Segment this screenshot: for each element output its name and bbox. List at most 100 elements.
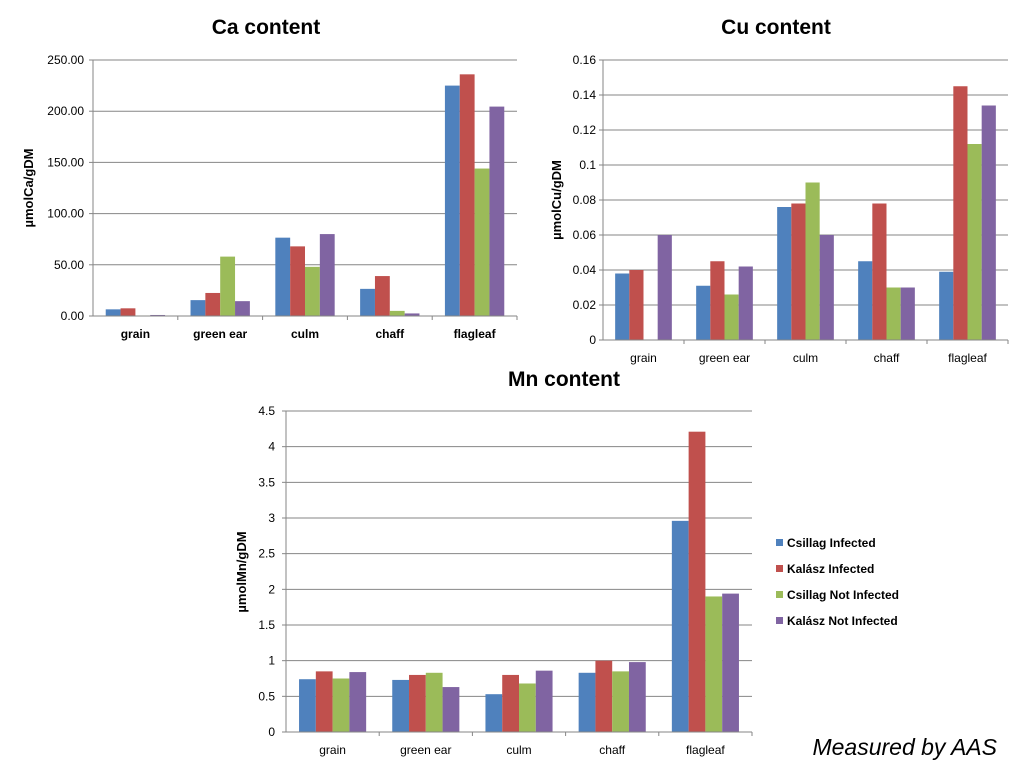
bar	[444, 85, 460, 316]
mn-content-chart: Mn content µmolMn/gDM 0 0.5 1 1.5 2 2.5 3 3.5 4 4…	[234, 368, 753, 757]
x-tick-label: culm	[291, 327, 319, 341]
bar	[120, 308, 136, 316]
bar	[615, 273, 630, 340]
y-tick-label: 3.5	[258, 475, 275, 489]
bar	[791, 203, 806, 340]
bar	[705, 596, 723, 732]
chart-title: Ca content	[212, 16, 321, 39]
y-tick-label: 150.00	[47, 155, 84, 169]
bar	[657, 235, 672, 340]
bar	[404, 313, 420, 316]
y-tick-label: 50.00	[54, 258, 84, 272]
y-tick-label: 250.00	[47, 53, 84, 67]
bar	[389, 310, 405, 316]
bar	[939, 271, 954, 340]
bar	[190, 300, 206, 316]
bar	[535, 670, 553, 732]
y-tick-label: 100.00	[47, 207, 84, 221]
bar	[612, 671, 629, 732]
bar	[502, 674, 519, 732]
legend-item: Kalász Infected	[776, 562, 874, 576]
y-tick-label: 0.02	[573, 298, 597, 312]
bar	[595, 660, 613, 732]
y-tick-label: 0.08	[573, 193, 597, 207]
bar	[981, 105, 996, 340]
x-tick-label: culm	[793, 351, 818, 365]
bar	[671, 520, 689, 732]
plot-area: 0 0.02 0.04 0.06 0.08 0.1 0.12 0.14 0.16 grain gre…	[573, 53, 1009, 365]
bar	[724, 294, 739, 340]
bar	[738, 266, 753, 340]
x-tick-label: flagleaf	[454, 327, 497, 341]
bar	[235, 301, 250, 316]
y-tick-label: 0.14	[573, 88, 597, 102]
bar	[305, 266, 320, 316]
bar	[489, 106, 505, 316]
bar	[519, 683, 536, 732]
y-axis-label: µmolCa/gDM	[21, 149, 36, 228]
y-axis-label: µmolCu/gDM	[549, 160, 564, 240]
bar	[442, 687, 460, 732]
y-tick-label: 2	[268, 582, 275, 596]
bar	[967, 144, 982, 340]
bar	[485, 694, 503, 732]
y-tick-label: 1.5	[258, 618, 275, 632]
bar	[777, 207, 792, 340]
bar	[425, 672, 443, 732]
bar	[710, 261, 725, 340]
bar	[392, 679, 410, 732]
y-tick-label: 1	[268, 654, 275, 668]
bar	[858, 261, 873, 340]
bar	[474, 168, 490, 316]
bar	[409, 674, 426, 732]
bar	[319, 234, 335, 316]
bar	[205, 292, 221, 316]
bar	[629, 270, 644, 340]
legend-item: Csillag Infected	[776, 536, 876, 550]
bar	[886, 287, 901, 340]
x-tick-label: grain	[319, 743, 346, 757]
x-tick-label: culm	[506, 743, 531, 757]
y-tick-label: 0.12	[573, 123, 597, 137]
bar	[275, 237, 291, 316]
plot-area: 0 0.5 1 1.5 2 2.5 3 3.5 4 4.5 grain green ear culm ch…	[258, 404, 753, 757]
bar	[953, 86, 968, 340]
legend-label: Csillag Not Infected	[787, 588, 899, 602]
bar	[722, 593, 739, 732]
bar	[315, 671, 333, 732]
legend-swatch	[776, 617, 783, 624]
bar	[290, 246, 305, 316]
x-tick-label: chaff	[375, 327, 405, 341]
bar	[900, 287, 915, 340]
y-tick-label: 0.00	[61, 309, 85, 323]
bar	[299, 679, 316, 732]
bar	[688, 431, 706, 732]
y-tick-label: 4.5	[258, 404, 275, 418]
y-tick-label: 4	[268, 440, 275, 454]
legend-item: Csillag Not Infected	[776, 588, 899, 602]
bar	[360, 288, 375, 316]
bar	[872, 203, 887, 340]
bar	[696, 285, 711, 340]
bar	[805, 182, 820, 340]
ca-content-chart: Ca content µmolCa/gDM 0.00 50.00 100.00 150…	[21, 16, 518, 341]
bar	[819, 235, 834, 340]
y-tick-label: 0.04	[573, 263, 597, 277]
y-tick-label: 3	[268, 511, 275, 525]
cu-content-chart: Cu content µmolCu/gDM 00.020.040.060.080…	[549, 16, 1009, 365]
x-tick-label: grain	[121, 327, 150, 341]
x-tick-label: green ear	[400, 743, 451, 757]
y-tick-label: 0.5	[258, 689, 275, 703]
x-tick-label: flagleaf	[948, 351, 987, 365]
plot-area: 0.00 50.00 100.00 150.00 200.00 250.00 grain gr…	[47, 53, 518, 341]
y-tick-label: 200.00	[47, 104, 84, 118]
y-tick-label: 0.16	[573, 53, 597, 67]
legend-label: Csillag Infected	[787, 536, 876, 550]
legend: Csillag Infected Kalász Infected Csillag…	[776, 536, 899, 628]
bar	[459, 74, 475, 316]
y-tick-label: 2.5	[258, 547, 275, 561]
y-tick-label: 0	[589, 333, 596, 347]
bar	[628, 662, 646, 732]
x-tick-label: chaff	[874, 351, 900, 365]
